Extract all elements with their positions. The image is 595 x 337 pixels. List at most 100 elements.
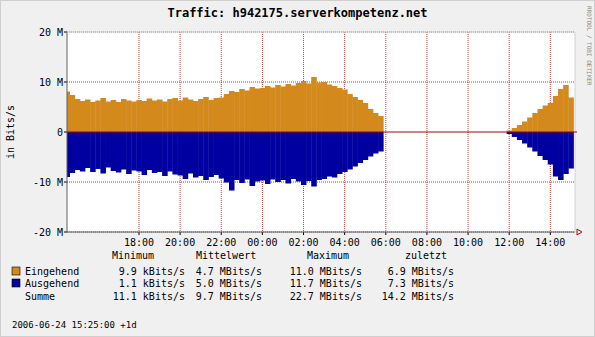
- area-column: [322, 82, 328, 132]
- area-column: [275, 132, 281, 182]
- area-column: [291, 132, 297, 179]
- area-column: [255, 89, 261, 133]
- x-tick-label: 20:00: [165, 237, 195, 248]
- stats-value: 1.1 kBits/s: [119, 278, 185, 289]
- area-column: [280, 87, 286, 133]
- area-column: [337, 88, 343, 132]
- x-tick-label: 02:00: [288, 237, 318, 248]
- area-column: [537, 109, 543, 132]
- area-column: [553, 132, 559, 177]
- x-tick-label: 22:00: [206, 237, 236, 248]
- area-column: [224, 132, 230, 183]
- area-column: [70, 95, 76, 132]
- area-column: [244, 91, 250, 133]
- area-column: [532, 113, 538, 132]
- area-column: [234, 132, 240, 180]
- area-column: [342, 90, 348, 133]
- area-column: [358, 100, 364, 132]
- area-column: [543, 106, 549, 133]
- area-column: [358, 132, 364, 163]
- area-column: [229, 132, 235, 191]
- area-column: [95, 132, 101, 169]
- y-tick-label: 10 M: [39, 77, 63, 88]
- area-column: [142, 132, 148, 175]
- y-tick-label: 0: [57, 127, 63, 138]
- area-column: [90, 102, 96, 132]
- x-tick-label: 08:00: [412, 237, 442, 248]
- area-column: [342, 132, 348, 172]
- area-column: [183, 98, 189, 133]
- area-column: [332, 132, 338, 178]
- area-column: [75, 99, 81, 132]
- area-column: [203, 97, 209, 132]
- area-column: [136, 132, 142, 172]
- y-tick-label: -20 M: [33, 227, 63, 238]
- area-column: [306, 84, 312, 133]
- area-column: [106, 102, 112, 133]
- area-column: [111, 132, 117, 171]
- legend-label: Ausgehend: [25, 278, 79, 289]
- area-column: [265, 86, 271, 132]
- chart: Traffic: h942175.serverkompetenz.netin B…: [0, 0, 595, 337]
- stats-value: 11.7 MBits/s: [290, 278, 362, 289]
- area-column: [512, 128, 518, 132]
- x-tick-label: 04:00: [330, 237, 360, 248]
- area-column: [116, 102, 122, 132]
- area-column: [162, 132, 168, 176]
- y-grid-line: [67, 182, 575, 183]
- area-column: [522, 132, 528, 144]
- area-column: [363, 103, 369, 132]
- area-column: [296, 83, 302, 132]
- stats-value: 5.0 MBits/s: [196, 278, 262, 289]
- y-grid-line: [67, 232, 575, 233]
- area-column: [198, 99, 204, 132]
- area-column: [558, 89, 564, 132]
- area-column: [95, 101, 101, 133]
- total-label: Summe: [25, 291, 55, 302]
- footer: 2006-06-24 15:25:00 +1d: [12, 320, 137, 330]
- area-column: [131, 102, 137, 133]
- area-column: [147, 132, 153, 170]
- area-column: [306, 132, 312, 181]
- area-column: [75, 132, 81, 170]
- area-column: [244, 132, 250, 180]
- x-tick-label: 12:00: [494, 237, 524, 248]
- area-column: [172, 132, 178, 175]
- area-column: [208, 132, 214, 177]
- area-column: [563, 85, 569, 132]
- area-column: [260, 88, 266, 132]
- area-column: [214, 98, 220, 132]
- area-column: [347, 132, 353, 170]
- area-column: [563, 132, 569, 174]
- area-column: [553, 96, 559, 132]
- area-column: [548, 132, 554, 165]
- area-column: [296, 132, 302, 182]
- area-column: [193, 132, 199, 178]
- stats-value: 4.7 MBits/s: [196, 266, 262, 277]
- area-column: [142, 101, 148, 132]
- area-column: [178, 132, 184, 176]
- data-group: [67, 77, 574, 191]
- x-tick-label: 00:00: [247, 237, 277, 248]
- area-column: [548, 103, 554, 132]
- area-column: [270, 88, 276, 133]
- area-column: [260, 132, 266, 181]
- x-tick-label: 18:00: [124, 237, 154, 248]
- area-column: [80, 132, 86, 172]
- area-column: [363, 132, 369, 160]
- area-column: [368, 132, 374, 157]
- area-column: [527, 118, 533, 133]
- area-column: [162, 102, 168, 133]
- area-column: [378, 116, 384, 132]
- x-tick-label: 14:00: [535, 237, 565, 248]
- area-column: [522, 122, 528, 133]
- area-column: [157, 100, 163, 133]
- area-column: [188, 132, 194, 174]
- x-tick-label: 10:00: [453, 237, 483, 248]
- y-tick-label: -10 M: [33, 177, 63, 188]
- area-column: [265, 132, 271, 184]
- area-column: [270, 132, 276, 180]
- area-column: [131, 132, 137, 171]
- area-column: [378, 132, 384, 152]
- area-column: [167, 99, 173, 132]
